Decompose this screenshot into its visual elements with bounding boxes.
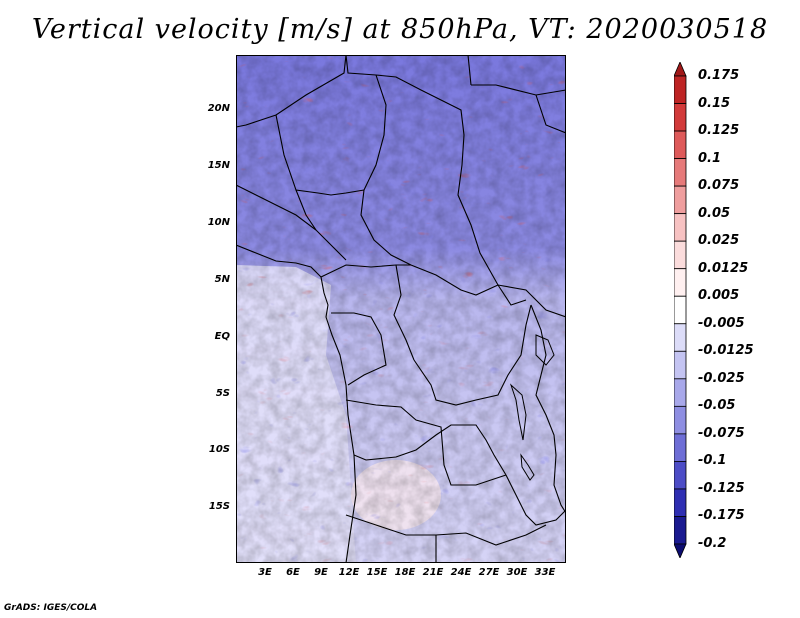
map-title: Vertical velocity [m/s] at 850hPa, VT: 2… <box>31 14 769 45</box>
map-border <box>236 55 566 563</box>
colorbar-label: -0.075 <box>698 425 745 441</box>
lon-label: 30E <box>506 567 528 578</box>
lon-label: 21E <box>422 567 444 578</box>
lat-label: 15S <box>208 501 230 512</box>
colorbar-label: 0.075 <box>698 178 740 194</box>
colorbar-label: -0.1 <box>698 453 727 469</box>
colorbar-cell <box>674 516 687 545</box>
colorbar-cell <box>674 213 687 242</box>
colorbar-label: -0.05 <box>698 398 736 414</box>
colorbar-cell <box>674 488 687 517</box>
colorbar-cell <box>674 103 687 132</box>
colorbar-label: 0.05 <box>698 205 731 221</box>
colorbar-top-triangle <box>674 62 687 77</box>
colorbar-label: 0.125 <box>698 123 740 139</box>
lon-label: 12E <box>338 567 360 578</box>
colorbar-label: 0.0125 <box>698 260 749 276</box>
lat-label: 5N <box>214 274 230 285</box>
lon-label: 33E <box>534 567 556 578</box>
lat-label: 15N <box>207 160 230 171</box>
colorbar-cell <box>674 75 687 104</box>
colorbar-label: -0.125 <box>698 480 745 496</box>
colorbar-label: 0.005 <box>698 288 740 304</box>
colorbar-label: -0.2 <box>698 536 727 551</box>
lon-label: 15E <box>366 567 388 578</box>
colorbar-cell <box>674 350 687 380</box>
colorbar-cell <box>674 323 687 352</box>
lon-label: 3E <box>258 567 272 578</box>
colorbar-cell <box>674 158 687 187</box>
colorbar-cell <box>674 461 687 490</box>
colorbar-label: -0.175 <box>698 508 745 524</box>
credit-text: GrADS: IGES/COLA <box>4 603 98 613</box>
colorbar-cell <box>674 268 687 297</box>
colorbar <box>674 62 687 558</box>
colorbar-label: 0.1 <box>698 150 722 166</box>
noise-texture <box>236 55 566 563</box>
lon-label: 9E <box>314 567 328 578</box>
colorbar-cell <box>674 240 687 270</box>
colorbar-cell <box>674 378 687 407</box>
map-plot <box>236 55 566 563</box>
colorbar-cell <box>674 130 687 159</box>
lakes <box>509 334 555 481</box>
coastline <box>236 244 357 563</box>
lon-label: 24E <box>450 567 472 578</box>
colorbar-label: -0.025 <box>698 370 745 386</box>
lon-label: 27E <box>478 567 500 578</box>
colorbar-cell <box>674 405 687 435</box>
lon-label: 18E <box>394 567 416 578</box>
country-borders <box>236 55 566 563</box>
lat-label: EQ <box>214 331 230 342</box>
colorbar-label: 0.025 <box>698 233 740 249</box>
lat-label: 10N <box>207 217 230 228</box>
colorbar-label: 0.175 <box>698 68 740 83</box>
colorbar-bottom-triangle <box>674 543 687 558</box>
lat-label: 5S <box>215 388 230 399</box>
lat-label: 10S <box>208 444 230 455</box>
colorbar-cell <box>674 295 687 325</box>
colorbar-cell <box>674 433 687 462</box>
colorbar-label: -0.0125 <box>698 343 754 359</box>
lon-label: 6E <box>286 567 300 578</box>
colorbar-label: 0.15 <box>698 95 731 111</box>
colorbar-cell <box>674 185 687 215</box>
colorbar-label: -0.005 <box>698 315 745 331</box>
lat-label: 20N <box>207 103 230 114</box>
